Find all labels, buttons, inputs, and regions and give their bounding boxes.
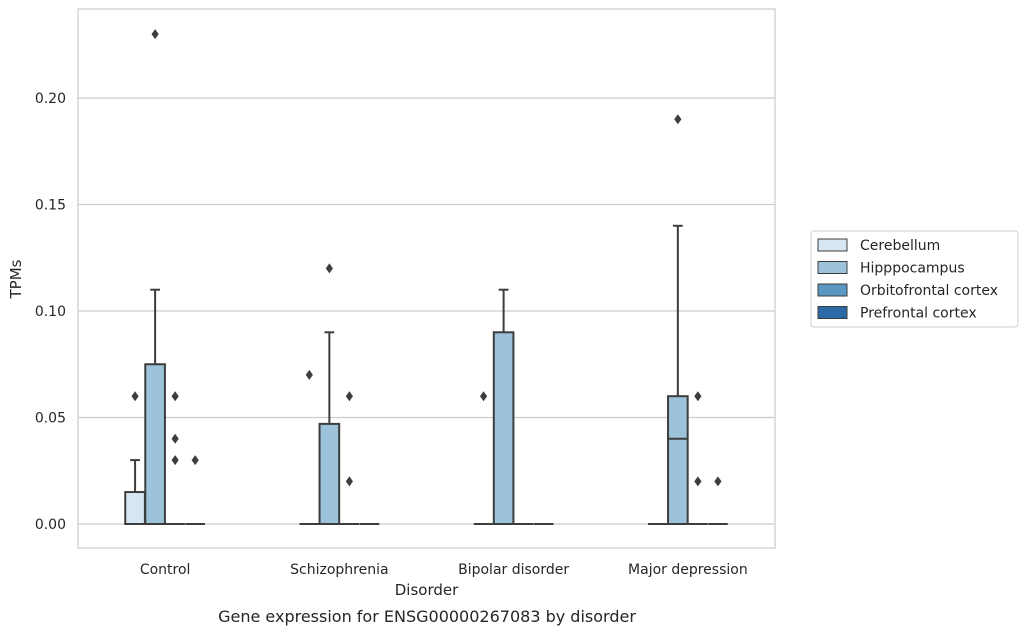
legend-frame xyxy=(810,230,1019,328)
y-tick-labels: 0.00 0.05 0.10 0.15 0.20 xyxy=(35,91,66,533)
x-tick-label: Schizophrenia xyxy=(290,562,388,578)
legend-label: Orbitofrontal cortex xyxy=(860,283,998,299)
outlier-point xyxy=(305,369,313,380)
outlier-point xyxy=(325,263,333,274)
outlier-point xyxy=(345,391,353,402)
y-axis-title: TPMs xyxy=(7,259,25,299)
box-body xyxy=(492,331,515,525)
x-tick-label: Control xyxy=(140,562,191,578)
box-body xyxy=(667,395,689,526)
outlier-point xyxy=(151,29,159,40)
legend-swatch xyxy=(817,261,848,274)
outlier-point xyxy=(479,391,488,402)
box-body xyxy=(144,363,166,525)
legend: Cerebellum Hipppocampus Orbitofrontal cort… xyxy=(810,230,1019,328)
box-layer xyxy=(124,29,728,526)
outlier-point xyxy=(714,476,722,487)
legend-label: Hipppocampus xyxy=(860,261,965,277)
x-tick-label: Bipolar disorder xyxy=(458,562,569,578)
box-body xyxy=(318,422,341,526)
legend-items: Cerebellum Hipppocampus Orbitofrontal cort… xyxy=(817,238,998,322)
series-group xyxy=(124,459,668,525)
outlier-point xyxy=(171,455,179,466)
outlier-point xyxy=(674,114,682,125)
x-axis-title: Disorder xyxy=(395,581,459,599)
outlier-point xyxy=(345,476,353,487)
outlier-point xyxy=(131,391,139,402)
y-tick-label: 0.15 xyxy=(35,198,66,214)
outlier-point xyxy=(171,391,179,402)
x-tick-labels: Control Schizophrenia Bipolar disorder Majo… xyxy=(140,562,748,578)
box-body xyxy=(124,491,146,525)
legend-label: Cerebellum xyxy=(860,238,940,254)
series-group xyxy=(144,29,689,526)
y-tick-label: 0.10 xyxy=(35,304,66,320)
outlier-point xyxy=(171,433,179,444)
legend-swatch xyxy=(817,283,848,297)
y-tick-label: 0.20 xyxy=(35,91,66,107)
series-group xyxy=(185,455,728,525)
outlier-point xyxy=(191,455,199,466)
outlier-point xyxy=(694,476,702,487)
x-tick-label: Major depression xyxy=(628,562,748,578)
y-tick-label: 0.00 xyxy=(35,517,66,533)
outlier-point xyxy=(694,391,702,402)
series-group xyxy=(165,391,708,525)
figure-caption: Gene expression for ENSG00000267083 by d… xyxy=(218,607,636,626)
legend-label: Prefrontal cortex xyxy=(860,306,977,322)
y-tick-label: 0.05 xyxy=(35,411,66,427)
legend-swatch xyxy=(817,306,848,319)
plot-frame xyxy=(77,8,776,549)
legend-swatch xyxy=(817,238,848,252)
